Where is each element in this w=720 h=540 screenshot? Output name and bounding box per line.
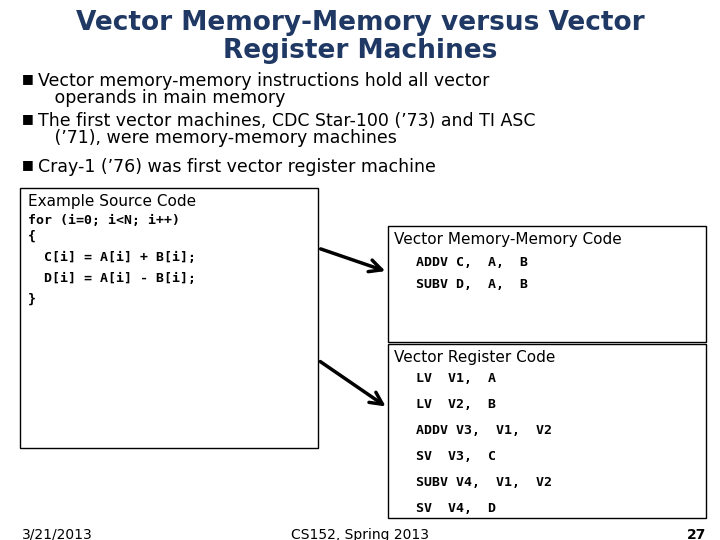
Text: Vector memory-memory instructions hold all vector: Vector memory-memory instructions hold a…: [38, 72, 490, 90]
Text: operands in main memory: operands in main memory: [38, 89, 285, 107]
Text: for (i=0; i<N; i++): for (i=0; i<N; i++): [28, 214, 180, 227]
Text: Register Machines: Register Machines: [222, 38, 498, 64]
Text: ■: ■: [22, 158, 34, 171]
Text: CS152, Spring 2013: CS152, Spring 2013: [291, 528, 429, 540]
Text: 27: 27: [687, 528, 706, 540]
Text: LV  V1,  A: LV V1, A: [416, 372, 496, 385]
Text: (’71), were memory-memory machines: (’71), were memory-memory machines: [38, 129, 397, 147]
Text: ADDV V3,  V1,  V2: ADDV V3, V1, V2: [416, 424, 552, 437]
Text: Example Source Code: Example Source Code: [28, 194, 196, 209]
FancyBboxPatch shape: [388, 344, 706, 518]
Text: {
  C[i] = A[i] + B[i];
  D[i] = A[i] - B[i];
}: { C[i] = A[i] + B[i]; D[i] = A[i] - B[i]…: [28, 230, 196, 306]
Text: LV  V2,  B: LV V2, B: [416, 398, 496, 411]
Text: Vector Memory-Memory Code: Vector Memory-Memory Code: [394, 232, 622, 247]
Text: SUBV D,  A,  B: SUBV D, A, B: [416, 278, 528, 291]
Text: SV  V4,  D: SV V4, D: [416, 502, 496, 515]
Text: ADDV C,  A,  B: ADDV C, A, B: [416, 256, 528, 269]
FancyBboxPatch shape: [388, 226, 706, 342]
Text: The first vector machines, CDC Star-100 (’73) and TI ASC: The first vector machines, CDC Star-100 …: [38, 112, 536, 130]
Text: Cray-1 (’76) was first vector register machine: Cray-1 (’76) was first vector register m…: [38, 158, 436, 176]
Text: 3/21/2013: 3/21/2013: [22, 528, 93, 540]
Text: SV  V3,  C: SV V3, C: [416, 450, 496, 463]
Text: ■: ■: [22, 72, 34, 85]
FancyBboxPatch shape: [20, 188, 318, 448]
Text: ■: ■: [22, 112, 34, 125]
Text: Vector Register Code: Vector Register Code: [394, 350, 555, 365]
Text: Vector Memory-Memory versus Vector: Vector Memory-Memory versus Vector: [76, 10, 644, 36]
Text: SUBV V4,  V1,  V2: SUBV V4, V1, V2: [416, 476, 552, 489]
